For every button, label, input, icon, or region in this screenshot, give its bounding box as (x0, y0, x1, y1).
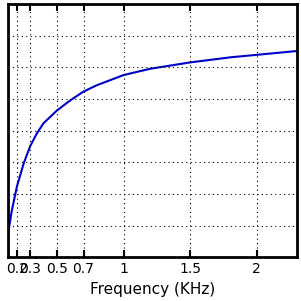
X-axis label: Frequency (KHz): Frequency (KHz) (90, 282, 215, 297)
